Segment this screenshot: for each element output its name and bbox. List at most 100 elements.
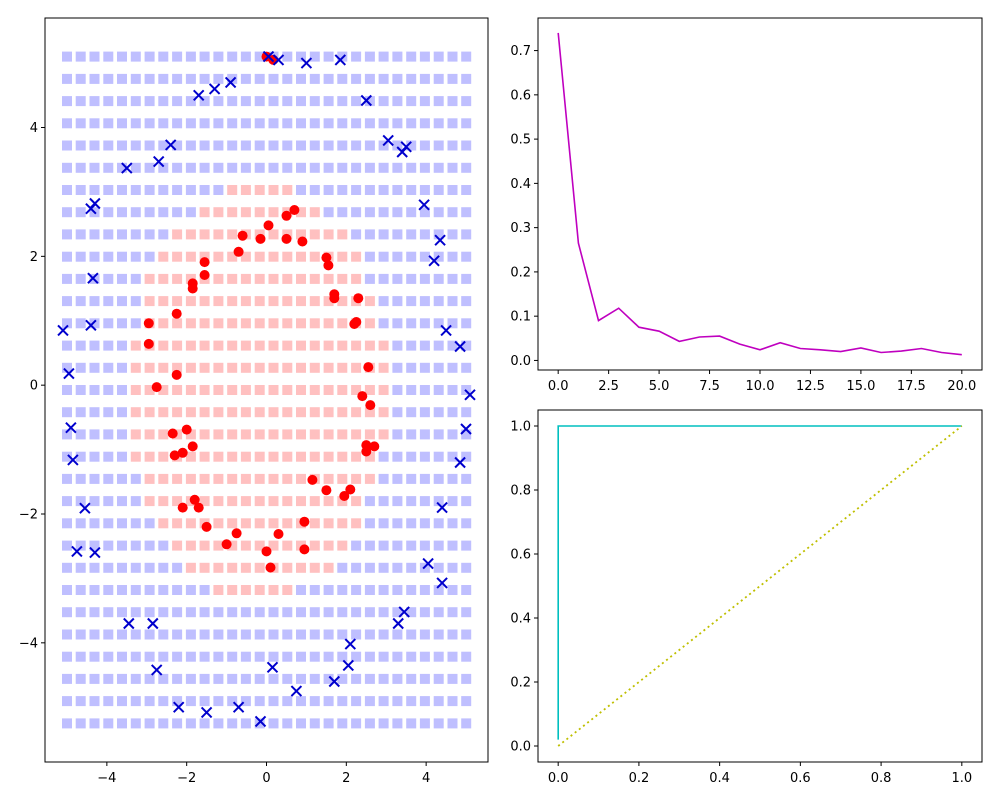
scatter-point-x [434, 234, 446, 246]
y-tick-label: 4 [30, 121, 38, 136]
grid-square-outside [117, 473, 127, 484]
grid-square-outside [406, 629, 417, 640]
grid-square-outside [392, 340, 403, 351]
grid-square-outside [296, 696, 306, 707]
grid-square-outside [296, 118, 306, 129]
y-tick-label: 0.8 [510, 484, 531, 499]
grid-square-outside [117, 362, 127, 373]
grid-square-outside [172, 207, 183, 218]
grid-square-inside [144, 429, 155, 440]
grid-square-outside [172, 73, 183, 84]
grid-square-inside [378, 429, 389, 440]
x-tick-label: 4 [422, 771, 430, 786]
grid-square-outside [130, 518, 141, 529]
y-tick-label: 0 [30, 379, 38, 394]
grid-square-outside [62, 607, 72, 618]
grid-square-inside [199, 362, 210, 373]
grid-square-outside [75, 118, 86, 129]
scatter-point-x [422, 557, 434, 570]
grid-square-outside [130, 140, 141, 151]
grid-square-outside [89, 385, 100, 395]
grid-square-outside [227, 96, 238, 107]
grid-square-inside [158, 318, 169, 329]
axes-frame [537, 409, 983, 763]
grid-square-outside [433, 73, 444, 84]
grid-square-inside [323, 540, 334, 551]
grid-square-inside [172, 251, 183, 262]
grid-square-inside [240, 385, 251, 395]
grid-square-outside [419, 451, 430, 462]
grid-square-outside [406, 273, 417, 284]
grid-square-outside [103, 385, 114, 395]
grid-square-inside [130, 385, 141, 395]
grid-square-outside [419, 318, 430, 329]
grid-square-outside [130, 273, 141, 284]
grid-square-outside [296, 73, 306, 84]
grid-square-inside [309, 429, 320, 440]
grid-square-inside [254, 385, 265, 395]
x-tick-label: 0.0 [548, 771, 569, 786]
grid-square-outside [337, 562, 348, 573]
grid-square-inside [240, 562, 251, 573]
grid-square-inside [268, 385, 279, 395]
grid-square-inside [254, 296, 265, 307]
grid-square-outside [103, 518, 114, 529]
grid-square-inside [268, 362, 279, 373]
grid-square-inside [213, 318, 224, 329]
scatter-point-x [89, 546, 101, 559]
grid-square-outside [103, 407, 114, 418]
grid-square-outside [75, 162, 86, 173]
scatter-point-circle [289, 205, 300, 215]
grid-square-outside [419, 296, 430, 307]
grid-square-outside [227, 696, 238, 707]
grid-square-outside [130, 673, 141, 684]
grid-square-outside [433, 51, 444, 62]
scatter-point-circle [321, 485, 332, 496]
grid-square-outside [75, 73, 86, 84]
grid-square-outside [392, 140, 403, 151]
grid-square-outside [378, 473, 389, 484]
grid-square-outside [392, 207, 403, 218]
grid-square-inside [268, 318, 279, 329]
grid-square-inside [309, 451, 320, 462]
grid-square-outside [378, 562, 389, 573]
grid-square-inside [130, 340, 141, 351]
grid-square-outside [419, 518, 430, 529]
grid-square-outside [351, 562, 362, 573]
grid-square-outside [309, 118, 320, 129]
grid-square-inside [351, 251, 362, 262]
grid-square-outside [419, 385, 430, 395]
grid-square-outside [406, 651, 417, 662]
x-tick-label: 0.4 [709, 771, 730, 786]
grid-square-outside [254, 607, 265, 618]
grid-square-inside [227, 385, 238, 395]
grid-square-outside [227, 607, 238, 618]
grid-square-outside [89, 562, 100, 573]
grid-square-inside [240, 496, 251, 507]
grid-square-outside [62, 296, 72, 307]
x-tick-label: 0.6 [790, 771, 811, 786]
grid-square-outside [392, 696, 403, 707]
scatter-point-x [392, 617, 404, 630]
grid-square-inside [185, 407, 196, 418]
grid-square-outside [213, 718, 224, 729]
grid-square-outside [337, 140, 348, 151]
grid-square-outside [89, 118, 100, 129]
grid-square-outside [130, 118, 141, 129]
grid-square-outside [130, 51, 141, 62]
grid-square-outside [406, 451, 417, 462]
grid-square-outside [185, 162, 196, 173]
grid-square-outside [378, 629, 389, 640]
grid-square-inside [158, 251, 169, 262]
grid-square-outside [296, 673, 306, 684]
grid-square-outside [254, 118, 265, 129]
grid-square-outside [75, 96, 86, 107]
grid-square-outside [89, 518, 100, 529]
grid-square-outside [89, 340, 100, 351]
grid-square-outside [378, 185, 389, 195]
grid-square-inside [282, 540, 293, 551]
grid-square-outside [461, 296, 472, 307]
grid-square-inside [158, 340, 169, 351]
grid-square-outside [117, 607, 127, 618]
grid-square-outside [447, 473, 458, 484]
